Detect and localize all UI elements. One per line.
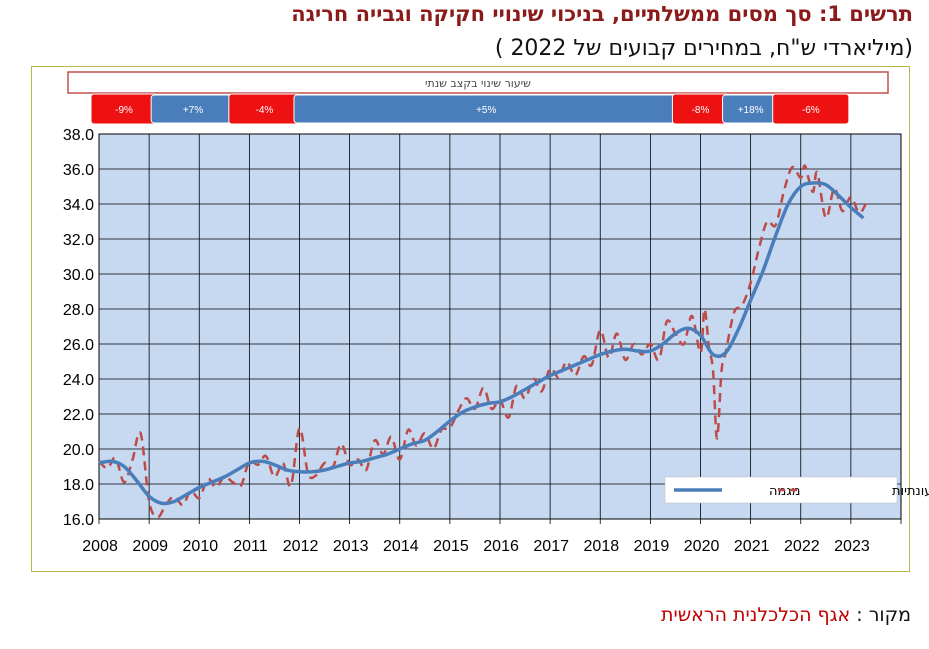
- x-tick-label: 2019: [634, 538, 670, 555]
- annual-change-label: -8%: [692, 105, 710, 116]
- y-tick-label: 36.0: [63, 162, 94, 179]
- x-tick-label: 2017: [533, 538, 569, 555]
- source-label: מקור :: [856, 604, 911, 626]
- x-tick-label: 2022: [784, 538, 820, 555]
- series-trend-line: [98, 181, 865, 506]
- x-tick-label: 2010: [183, 538, 219, 555]
- y-tick-label: 24.0: [63, 372, 94, 389]
- legend-trend-label: מגמה: [769, 484, 801, 499]
- annual-change-label: +5%: [476, 105, 496, 116]
- y-tick-label: 38.0: [63, 127, 94, 144]
- annual-change-banner-label: שיעור שינוי בקצב שנתי: [425, 77, 531, 90]
- annual-change-banner: [67, 71, 889, 94]
- y-tick-label: 22.0: [63, 407, 94, 424]
- x-tick-label: 2011: [233, 538, 268, 555]
- x-tick-label: 2015: [433, 538, 469, 555]
- x-tick-label: 2012: [283, 538, 319, 555]
- x-tick-label: 2014: [383, 538, 419, 555]
- x-tick-label: 2018: [584, 538, 620, 555]
- y-tick-label: 32.0: [63, 232, 94, 249]
- annual-change-box: [772, 93, 850, 125]
- plot-border: [98, 133, 902, 520]
- x-tick-label: 2023: [834, 538, 870, 555]
- y-tick-label: 28.0: [63, 302, 94, 319]
- x-tick-label: 2013: [333, 538, 369, 555]
- annual-change-label: -9%: [115, 105, 133, 116]
- x-tick-label: 2009: [132, 538, 168, 555]
- source-name: אגף הכלכלנית הראשית: [660, 604, 851, 626]
- source-note: מקור : אגף הכלכלנית הראשית: [311, 604, 911, 626]
- y-tick-label: 34.0: [63, 197, 94, 214]
- y-tick-label: 20.0: [63, 442, 94, 459]
- x-tick-label: 2021: [734, 538, 770, 555]
- x-tick-label: 2016: [483, 538, 519, 555]
- annual-change-label: +7%: [183, 105, 203, 116]
- y-tick-label: 18.0: [63, 477, 94, 494]
- y-tick-label: 26.0: [63, 337, 94, 354]
- y-tick-label: 16.0: [63, 512, 94, 529]
- chart-title: תרשים 1: סך מסים ממשלתיים, בניכוי שינויי…: [291, 2, 913, 26]
- x-tick-label: 2008: [82, 538, 118, 555]
- series-seasonally-adjusted-line: [98, 164, 869, 519]
- legend-seasonal-label: מנוכה עונתיות: [892, 484, 929, 499]
- annual-change-label: -6%: [802, 105, 820, 116]
- y-tick-label: 30.0: [63, 267, 94, 284]
- annual-change-label: -4%: [256, 105, 274, 116]
- x-tick-label: 2020: [684, 538, 720, 555]
- annual-change-label: +18%: [738, 105, 764, 116]
- chart-subtitle: (מיליארדי ש"ח, במחירים קבועים של 2022 ): [494, 36, 913, 61]
